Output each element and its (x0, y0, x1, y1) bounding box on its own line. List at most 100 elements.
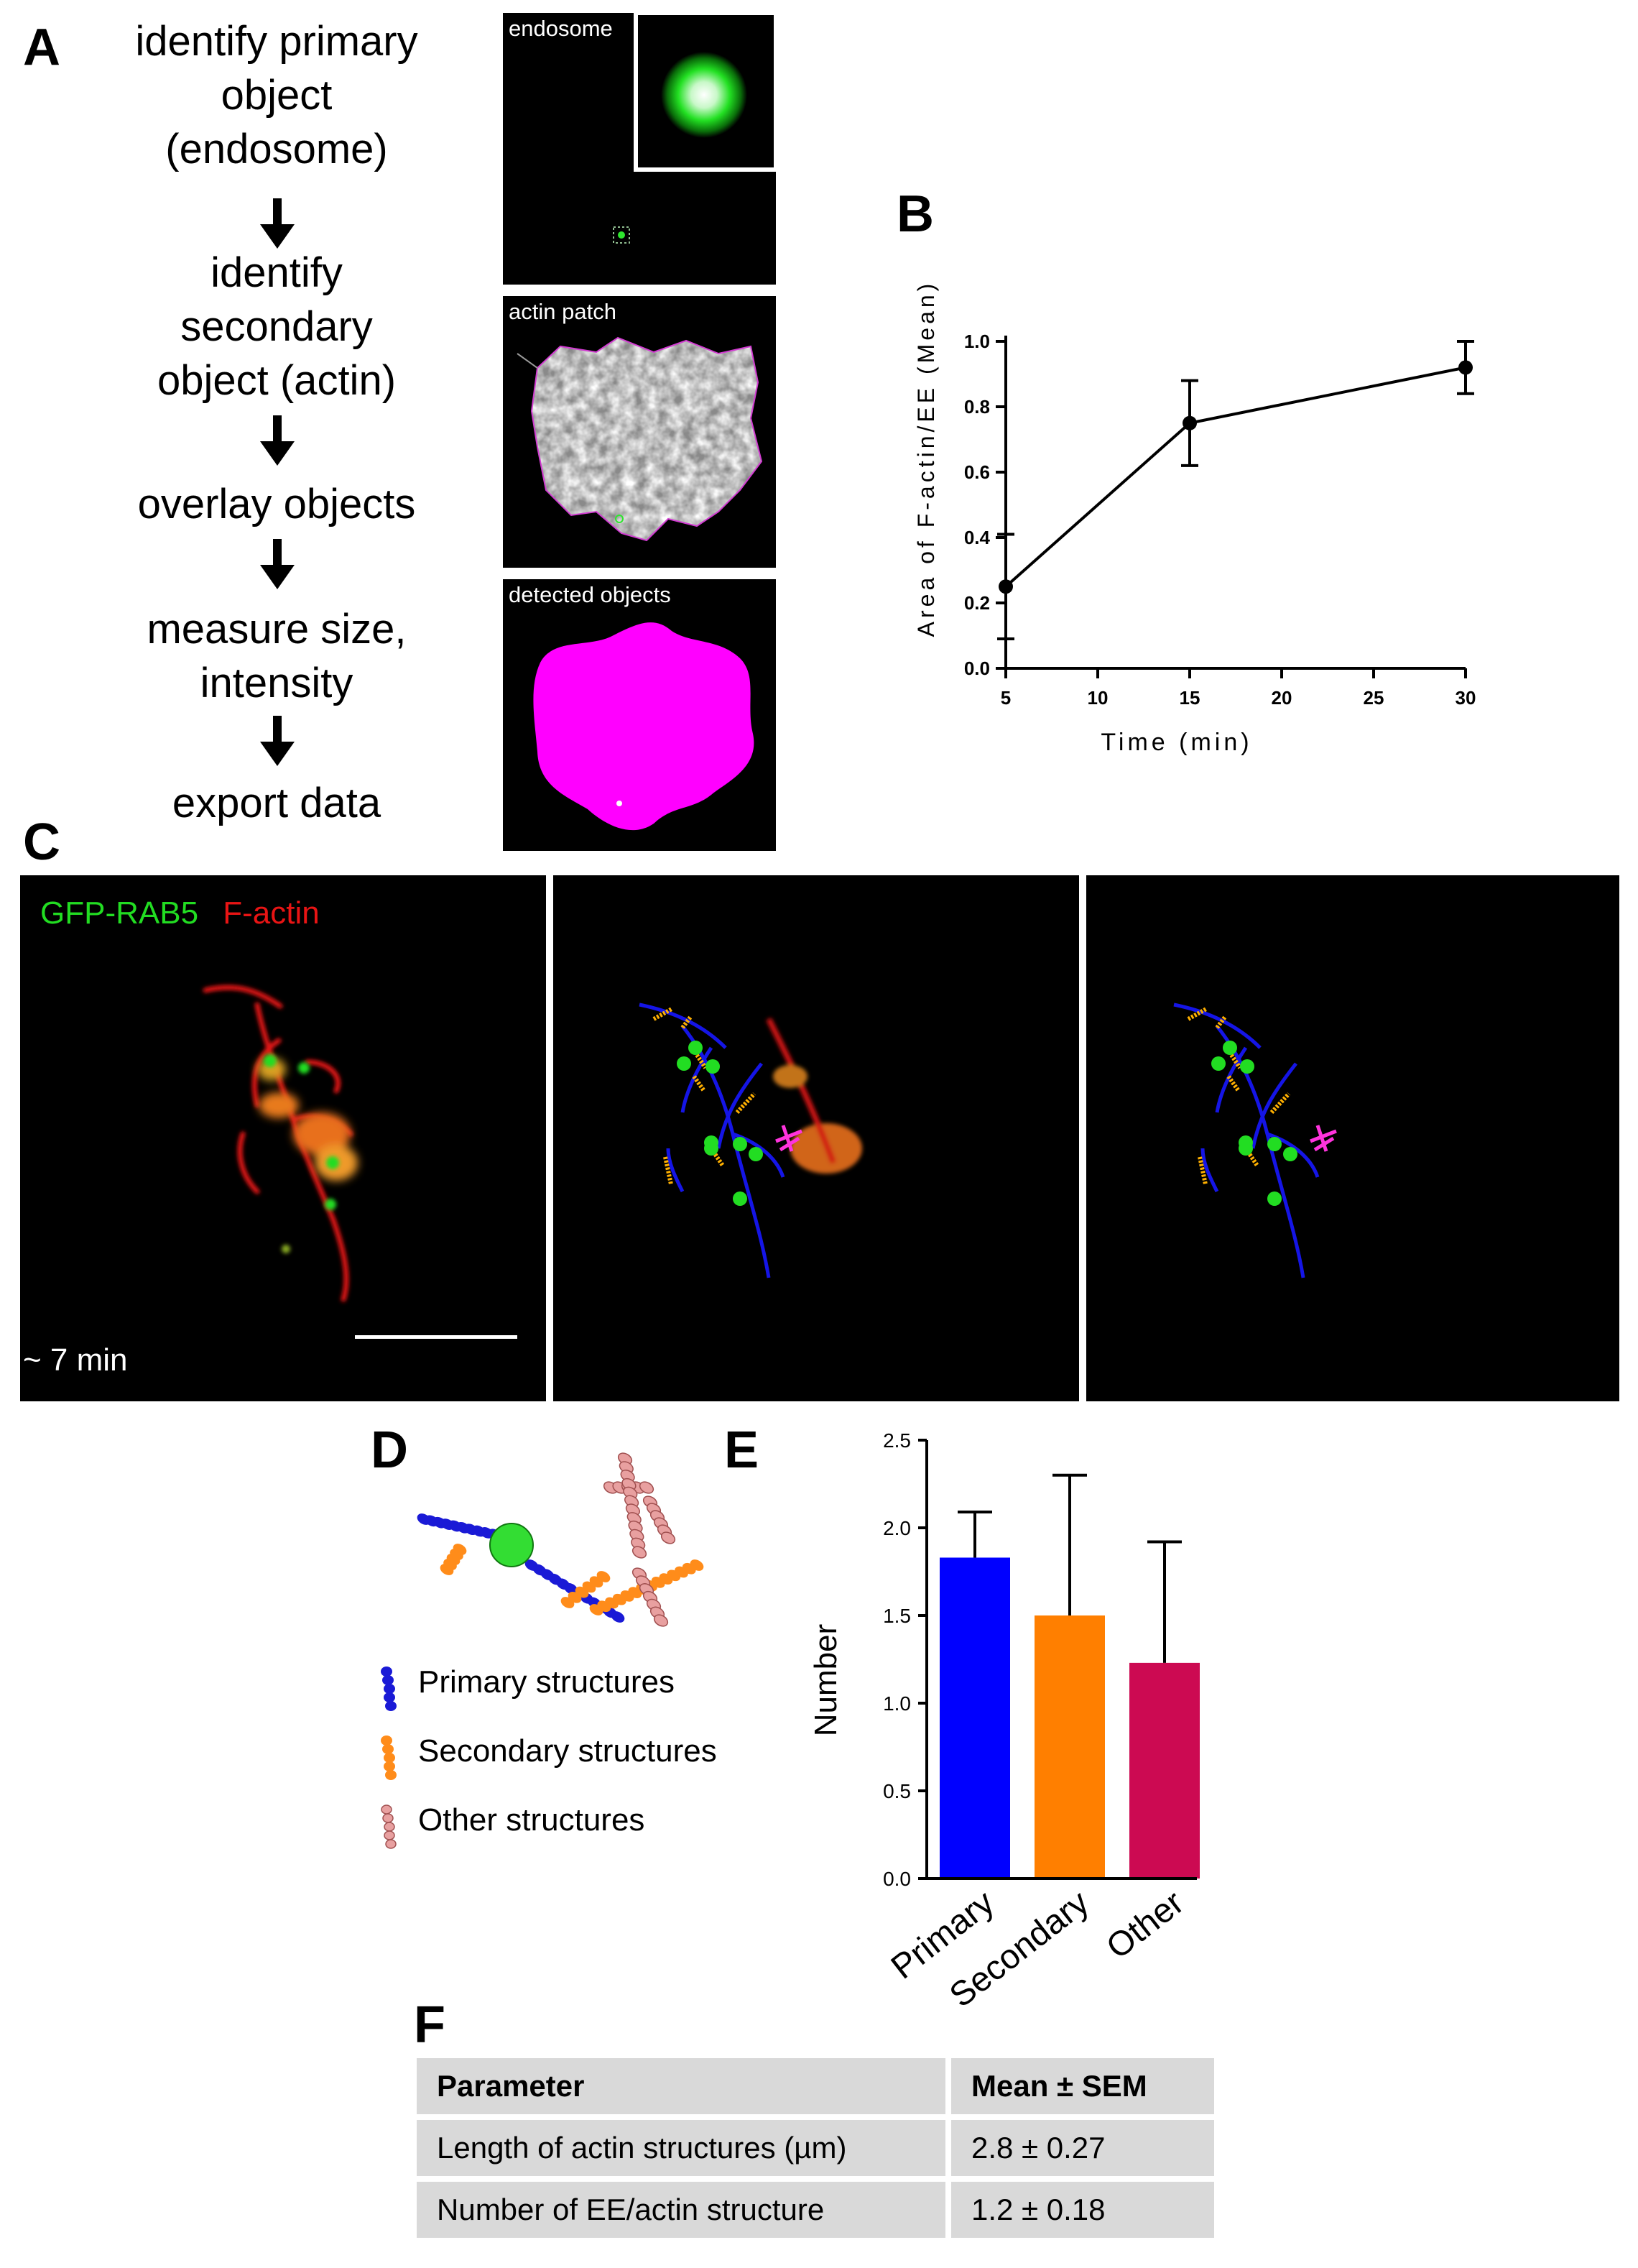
y-tick-label: 0.6 (964, 461, 990, 483)
time-label: ~ 7 min (23, 1342, 128, 1378)
panel-letter-e: E (724, 1421, 759, 1479)
x-tick-label: Other (1100, 1884, 1191, 1967)
row-2-parameter: Number of EE/actin structure (417, 2182, 951, 2238)
detected-objects-label: detected objects (509, 582, 671, 607)
primary-trace (666, 1148, 685, 1193)
down-arrow-icon (260, 539, 295, 589)
overlay-tracing-image (553, 875, 1079, 1401)
x-tick-label: 30 (1456, 687, 1476, 709)
panel-letter-b: B (897, 185, 934, 243)
primary-trace (1251, 1062, 1297, 1149)
secondary-trace (692, 1075, 706, 1092)
other-bead (660, 1531, 676, 1544)
endosome-dot (1211, 1056, 1226, 1071)
primary-trace (1200, 1148, 1219, 1193)
y-tick-label: 1.0 (883, 1692, 911, 1715)
secondary-trace (695, 1054, 708, 1069)
x-tick-label: 10 (1088, 687, 1109, 709)
secondary-bead (596, 1571, 611, 1582)
workflow-step-1: identify primary object (endosome) (135, 18, 418, 172)
other-bead (631, 1546, 647, 1559)
fluorescence-image: GFP-RAB5 F-actin ~ 7 min (20, 875, 546, 1401)
other-trace (1310, 1125, 1337, 1152)
panel-letter-c: C (23, 813, 60, 871)
bar-other (1129, 1662, 1200, 1879)
series-line (1004, 366, 1466, 588)
secondary-trace (1198, 1156, 1208, 1185)
secondary-bead (453, 1544, 467, 1555)
secondary-bead (690, 1559, 704, 1571)
secondary-trace (1229, 1054, 1242, 1069)
structure-schematic (417, 1452, 704, 1627)
secondary-trace (1215, 1015, 1228, 1029)
area-factin-line-chart: 0.0 0.2 0.4 0.6 0.8 1.0 5 10 15 20 25 30 Time (min)… (913, 280, 1476, 756)
endosome-dot (677, 1056, 691, 1071)
primary-trace (1215, 1046, 1248, 1113)
detected-objects-image: detected objects (503, 579, 776, 851)
panel-letter-f: F (414, 1996, 445, 2054)
endosome-label: endosome (509, 16, 613, 41)
endosome-dot (749, 1147, 763, 1161)
row-1-parameter: Length of actin structures (µm) (417, 2120, 951, 2176)
secondary-trace (663, 1156, 673, 1185)
secondary-structure-icon (381, 1735, 397, 1780)
down-arrow-icon (260, 716, 295, 766)
panel-letter-d: D (371, 1421, 408, 1479)
endosome-dot (1240, 1059, 1254, 1074)
endosome-dot (733, 1137, 747, 1151)
channel-legend: GFP-RAB5 F-actin (40, 895, 320, 931)
other-bead (653, 1614, 669, 1627)
y-tick-label: 0.8 (964, 396, 990, 418)
primary-structure-icon (381, 1667, 397, 1711)
secondary-trace (1226, 1075, 1241, 1092)
data-point (1183, 415, 1197, 430)
workflow-step-2: identify secondary object (actin) (157, 249, 397, 404)
y-axis-label: Number (808, 1624, 843, 1737)
secondary-trace (1269, 1092, 1291, 1115)
workflow-step-5: export data (172, 780, 381, 826)
y-tick-label: 0.0 (883, 1868, 911, 1890)
endosome-dot (1267, 1137, 1282, 1151)
endosome-dot (704, 1141, 718, 1156)
endosome-image: endosome (503, 13, 776, 285)
y-tick-label: 0.2 (964, 592, 990, 614)
workflow-step-3: overlay objects (137, 481, 416, 527)
endosome-dot (1267, 1191, 1282, 1206)
legend-primary-label: Primary structures (418, 1664, 675, 1700)
down-arrow-icon (260, 198, 295, 249)
y-tick-label: 1.0 (964, 331, 990, 352)
x-axis-label: Time (min) (1101, 729, 1252, 756)
endosome-circle (489, 1523, 534, 1567)
endosome-dot (733, 1191, 747, 1206)
actin-patch-label: actin patch (509, 299, 616, 324)
data-point (1458, 360, 1473, 375)
actin-patch-image: actin patch (503, 296, 776, 568)
x-tick-label: 15 (1180, 687, 1200, 709)
table-row: Length of actin structures (µm) 2.8 ± 0.… (417, 2120, 1214, 2176)
workflow-step-4: measure size, intensity (147, 606, 407, 706)
table-header-row: Parameter Mean ± SEM (417, 2058, 1214, 2114)
down-arrow-icon (260, 415, 295, 466)
y-tick-label: 0.5 (883, 1780, 911, 1802)
other-bead (639, 1481, 654, 1494)
endosome-dot (1283, 1147, 1297, 1161)
header-parameter: Parameter (417, 2058, 951, 2114)
endosome-dot (1223, 1041, 1237, 1055)
bar-secondary (1035, 1615, 1105, 1879)
x-tick-label: 20 (1272, 687, 1292, 709)
primary-trace (680, 1046, 713, 1113)
secondary-trace (680, 1015, 693, 1029)
y-tick-label: 2.5 (883, 1430, 911, 1452)
label-gfp-rab5: GFP-RAB5 (40, 895, 199, 931)
primary-bead (611, 1611, 625, 1623)
other-trace (775, 1125, 802, 1152)
y-axis-label: Area of F-actin/EE (Mean) (913, 280, 939, 637)
y-tick-label: 0.0 (964, 658, 990, 679)
y-tick-label: 0.4 (964, 527, 991, 548)
other-structure-icon (381, 1804, 397, 1849)
endosome-dot (705, 1059, 720, 1074)
data-point (999, 579, 1013, 594)
secondary-trace (735, 1092, 756, 1115)
primary-trace (1267, 1132, 1320, 1178)
